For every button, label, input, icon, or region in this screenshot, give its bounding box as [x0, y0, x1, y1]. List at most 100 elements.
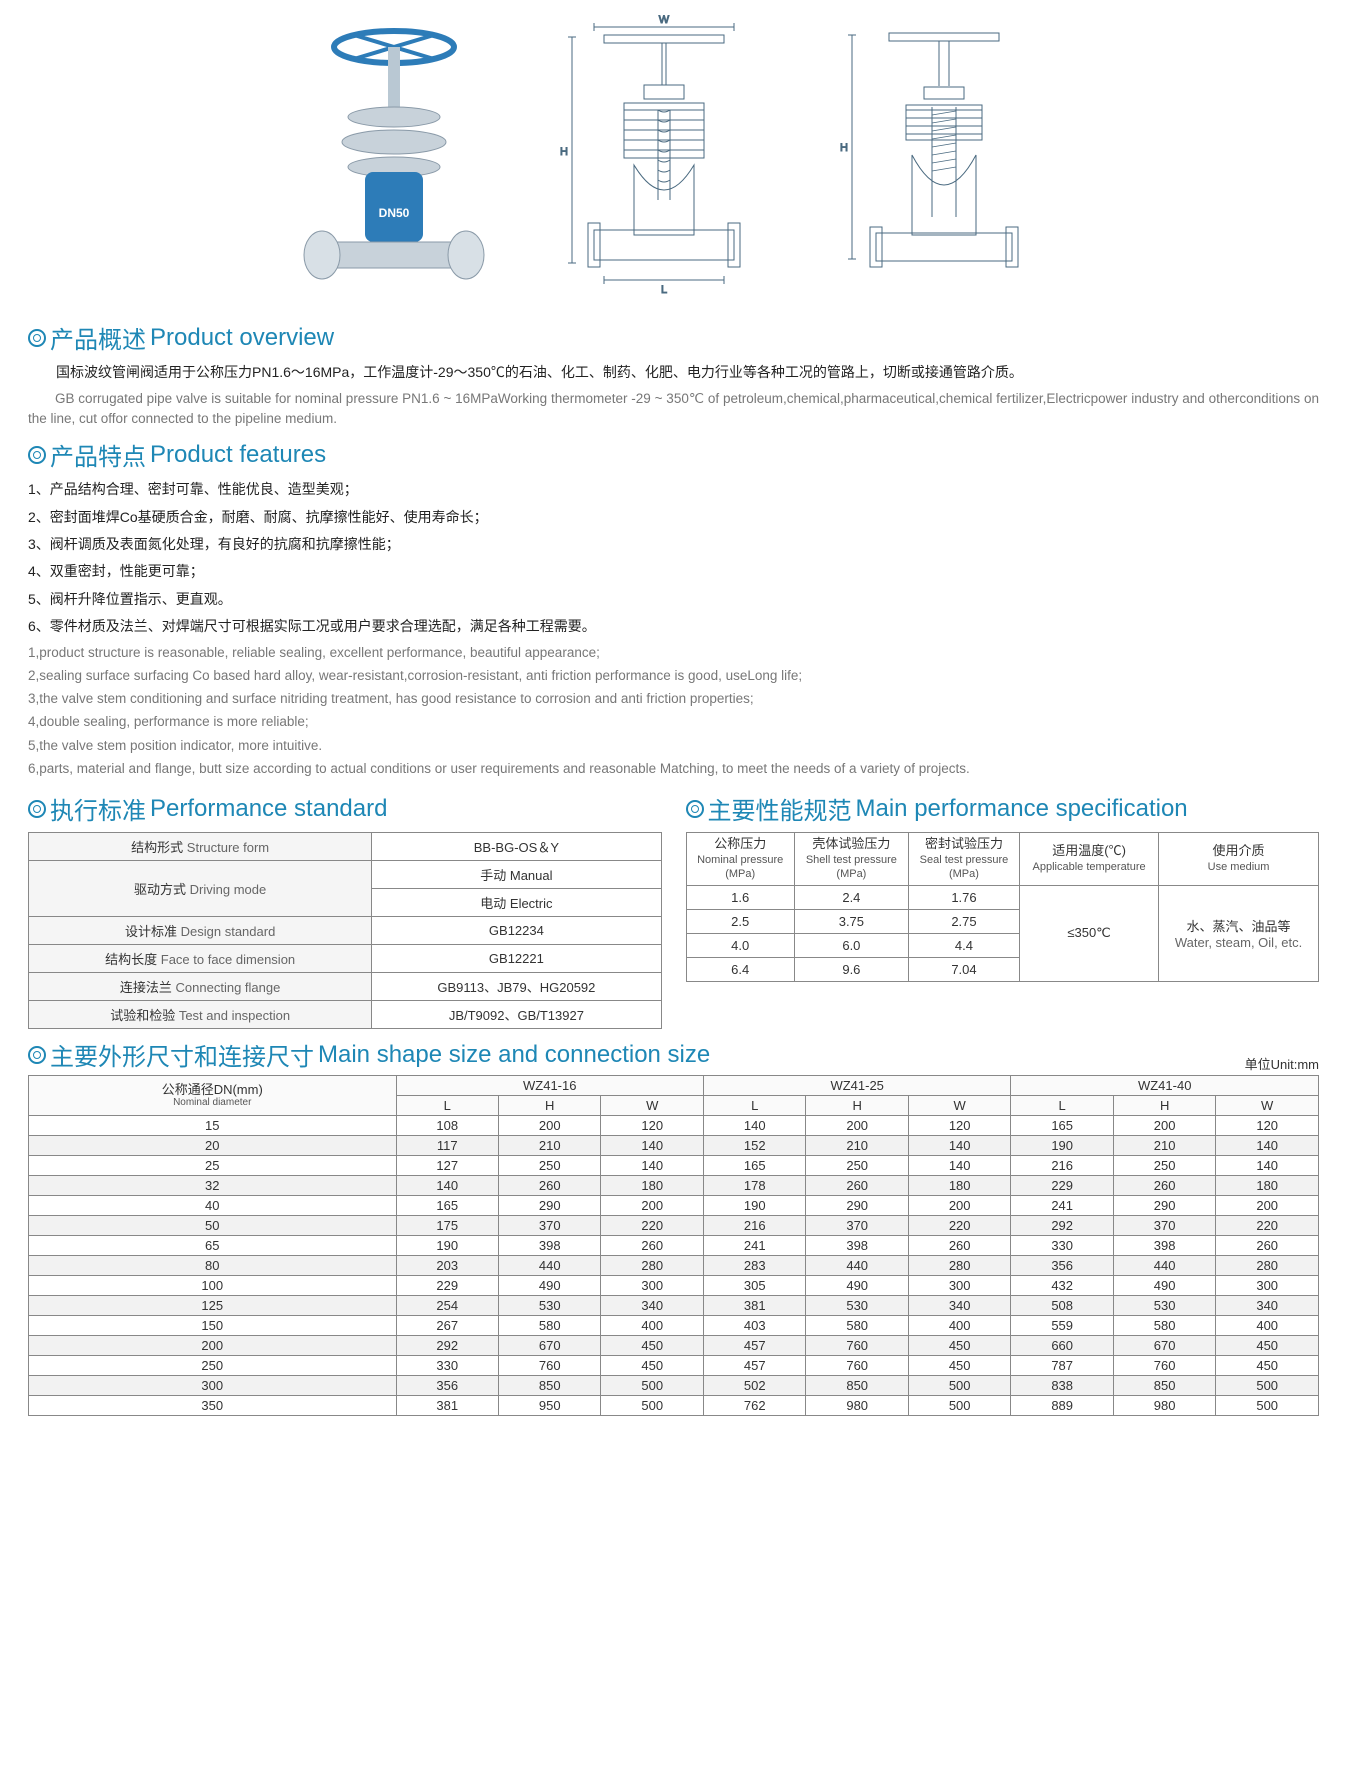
dim-cell: 152 — [703, 1136, 805, 1156]
dim-cell: 381 — [703, 1296, 805, 1316]
dim-cell: 260 — [1216, 1236, 1319, 1256]
dim-cell: 165 — [1011, 1116, 1113, 1136]
dim-cell: 120 — [1216, 1116, 1319, 1136]
dim-cell: 440 — [806, 1256, 908, 1276]
dim-cell: 530 — [1113, 1296, 1215, 1316]
perf-label: 结构形式 Structure form — [29, 833, 372, 861]
dim-cell: 530 — [499, 1296, 601, 1316]
dim-cell: 260 — [601, 1236, 703, 1256]
dim-sub-header: W — [1216, 1096, 1319, 1116]
dim-cell: 140 — [908, 1136, 1010, 1156]
perf-label: 连接法兰 Connecting flange — [29, 973, 372, 1001]
dim-cell: 100 — [29, 1276, 397, 1296]
feature-item-cn: 1、产品结构合理、密封可靠、性能优良、造型美观； — [28, 478, 1319, 500]
dim-cell: 180 — [601, 1176, 703, 1196]
dim-cell: 280 — [1216, 1256, 1319, 1276]
dim-cell: 838 — [1011, 1376, 1113, 1396]
dim-cell: 440 — [499, 1256, 601, 1276]
spec-header: 公称压力Nominal pressure(MPa) — [686, 833, 794, 885]
dim-cell: 140 — [908, 1156, 1010, 1176]
dim-cell: 370 — [806, 1216, 908, 1236]
dim-cell: 500 — [601, 1376, 703, 1396]
dim-cell: 356 — [1011, 1256, 1113, 1276]
performance-standard-table: 结构形式 Structure formBB-BG-OS＆Y驱动方式 Drivin… — [28, 832, 662, 1029]
svg-text:W: W — [658, 15, 669, 26]
dimensions-table: 公称通径DN(mm)Nominal diameterWZ41-16WZ41-25… — [28, 1075, 1319, 1416]
dim-cell: 330 — [1011, 1236, 1113, 1256]
dim-cell: 210 — [806, 1136, 908, 1156]
dim-cell: 760 — [806, 1336, 908, 1356]
dim-cell: 125 — [29, 1296, 397, 1316]
dim-cell: 260 — [806, 1176, 908, 1196]
dim-cell: 292 — [396, 1336, 498, 1356]
dim-cell: 760 — [806, 1356, 908, 1376]
feature-item-en: 2,sealing surface surfacing Co based har… — [28, 666, 1319, 686]
dim-cell: 283 — [703, 1256, 805, 1276]
dim-cell: 216 — [1011, 1156, 1113, 1176]
dim-cell: 330 — [396, 1356, 498, 1376]
perf-std-title-en: Performance standard — [150, 795, 387, 823]
dim-sub-header: L — [703, 1096, 805, 1116]
dim-cell: 450 — [1216, 1356, 1319, 1376]
feature-item-cn: 6、零件材质及法兰、对焊端尺寸可根据实际工况或用户要求合理选配，满足各种工程需要… — [28, 615, 1319, 637]
feature-item-cn: 5、阀杆升降位置指示、更直观。 — [28, 588, 1319, 610]
dim-cell: 250 — [499, 1156, 601, 1176]
dim-cell: 254 — [396, 1296, 498, 1316]
dim-cell: 370 — [499, 1216, 601, 1236]
spec-cell: 4.0 — [686, 933, 794, 957]
features-list-cn: 1、产品结构合理、密封可靠、性能优良、造型美观； 2、密封面堆焊Co基硬质合金，耐… — [28, 478, 1319, 637]
dim-cell: 140 — [396, 1176, 498, 1196]
dim-cell: 340 — [908, 1296, 1010, 1316]
spec-cell: 1.76 — [908, 885, 1019, 909]
feature-item-cn: 3、阀杆调质及表面氮化处理，有良好的抗腐和抗摩擦性能； — [28, 533, 1319, 555]
spec-temp: ≤350℃ — [1020, 885, 1159, 981]
dim-cell: 850 — [1113, 1376, 1215, 1396]
dim-cell: 457 — [703, 1336, 805, 1356]
dim-cell: 165 — [396, 1196, 498, 1216]
spec-cell: 7.04 — [908, 957, 1019, 981]
dim-model-header: WZ41-16 — [396, 1076, 703, 1096]
dim-cell: 670 — [1113, 1336, 1215, 1356]
dim-cell: 220 — [601, 1216, 703, 1236]
feature-item-en: 6,parts, material and flange, butt size … — [28, 759, 1319, 779]
dim-cell: 400 — [1216, 1316, 1319, 1336]
dim-cell: 670 — [499, 1336, 601, 1356]
dim-cell: 200 — [499, 1116, 601, 1136]
perf-label: 结构长度 Face to face dimension — [29, 945, 372, 973]
spec-header: 使用介质Use medium — [1159, 833, 1319, 885]
dim-cell: 140 — [601, 1136, 703, 1156]
dim-cell: 280 — [601, 1256, 703, 1276]
feature-item-cn: 2、密封面堆焊Co基硬质合金，耐磨、耐腐、抗摩擦性能好、使用寿命长； — [28, 506, 1319, 528]
dim-cell: 370 — [1113, 1216, 1215, 1236]
dims-title-cn: 主要外形尺寸和连接尺寸 — [50, 1037, 314, 1072]
dim-cell: 108 — [396, 1116, 498, 1136]
dim-cell: 350 — [29, 1396, 397, 1416]
spec-cell: 2.75 — [908, 909, 1019, 933]
main-spec-title-cn: 主要性能规范 — [708, 791, 852, 826]
dim-cell: 559 — [1011, 1316, 1113, 1336]
dim-cell: 300 — [601, 1276, 703, 1296]
dim-cell: 400 — [908, 1316, 1010, 1336]
dim-cell: 980 — [806, 1396, 908, 1416]
dim-cell: 500 — [1216, 1396, 1319, 1416]
dim-cell: 490 — [499, 1276, 601, 1296]
dim-cell: 290 — [1113, 1196, 1215, 1216]
dim-cell: 340 — [601, 1296, 703, 1316]
ring-icon — [686, 800, 704, 818]
perf-label: 驱动方式 Driving mode — [29, 861, 372, 917]
dim-cell: 580 — [499, 1316, 601, 1336]
dim-cell: 300 — [908, 1276, 1010, 1296]
perf-value: GB9113、JB79、HG20592 — [372, 973, 661, 1001]
spec-cell: 9.6 — [794, 957, 908, 981]
dim-cell: 660 — [1011, 1336, 1113, 1356]
dim-sub-header: H — [1113, 1096, 1215, 1116]
overview-paragraph-en: GB corrugated pipe valve is suitable for… — [28, 389, 1319, 430]
dim-cell: 490 — [1113, 1276, 1215, 1296]
dim-cell: 450 — [1216, 1336, 1319, 1356]
spec-header: 壳体试验压力Shell test pressure(MPa) — [794, 833, 908, 885]
perf-std-heading: 执行标准 Performance standard — [28, 791, 662, 826]
dim-cell: 290 — [806, 1196, 908, 1216]
dim-cell: 760 — [1113, 1356, 1215, 1376]
dim-cell: 400 — [601, 1316, 703, 1336]
main-spec-heading: 主要性能规范 Main performance specification — [686, 791, 1320, 826]
